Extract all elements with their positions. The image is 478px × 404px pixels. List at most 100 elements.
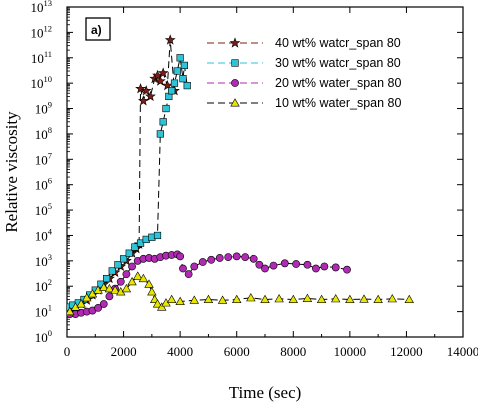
panel-label-box: a) <box>85 17 111 41</box>
data-point <box>152 299 163 308</box>
data-point <box>261 264 269 273</box>
x-tick-label: 12000 <box>390 344 423 359</box>
y-tick-label: 106 <box>35 176 52 193</box>
data-point <box>144 279 154 288</box>
data-point <box>345 294 355 304</box>
data-point <box>316 294 327 304</box>
data-point <box>108 267 116 275</box>
legend-marker <box>230 98 240 107</box>
data-point <box>179 264 187 273</box>
data-point <box>156 130 164 138</box>
data-point <box>404 294 414 304</box>
data-point <box>207 255 216 264</box>
data-point <box>164 34 176 45</box>
data-point <box>246 292 256 302</box>
data-point <box>145 90 156 102</box>
x-tick-label: 14000 <box>447 344 478 359</box>
data-point <box>110 285 120 294</box>
data-point <box>157 67 169 78</box>
data-point <box>127 276 137 286</box>
data-point <box>232 252 241 261</box>
data-point <box>274 293 284 303</box>
data-point <box>154 75 166 86</box>
data-point <box>176 252 185 261</box>
legend-label: 40 wt% watcr_span 80 <box>275 36 401 50</box>
series-star <box>67 34 180 317</box>
legend-label: 30 wt% watcr_span 80 <box>275 56 401 70</box>
data-point <box>312 264 320 273</box>
legend-marker <box>231 59 239 67</box>
data-point <box>122 270 131 279</box>
data-point <box>119 255 128 263</box>
data-point <box>343 265 351 274</box>
data-point <box>166 294 177 304</box>
series-triangle <box>67 271 414 316</box>
data-point <box>132 271 143 280</box>
data-point <box>104 283 115 293</box>
legend-label: 10 wt% water_span 80 <box>275 96 402 110</box>
y-tick-label: 104 <box>35 226 53 243</box>
data-point <box>99 282 109 291</box>
data-point <box>215 254 224 262</box>
data-point <box>173 67 181 75</box>
x-tick-label: 6000 <box>224 344 250 359</box>
y-tick-label: 1010 <box>31 74 53 91</box>
data-point <box>224 253 233 262</box>
legend-entry: 10 wt% water_span 80 <box>207 96 402 110</box>
legend-label: 20 wt% water_span 80 <box>275 76 402 90</box>
y-tick-label: 100 <box>35 328 52 345</box>
data-point <box>99 300 108 308</box>
y-tick-label: 1011 <box>31 49 52 66</box>
x-tick-label: 0 <box>64 344 71 359</box>
data-point <box>162 104 170 113</box>
data-point <box>135 83 146 94</box>
data-point <box>94 304 103 312</box>
data-point <box>131 243 139 251</box>
y-tick-label: 1012 <box>31 23 53 40</box>
y-tick-label: 1013 <box>31 0 53 15</box>
y-tick-label: 103 <box>35 252 52 269</box>
data-point <box>159 118 167 126</box>
data-point <box>116 277 125 286</box>
data-point <box>136 239 145 247</box>
data-point <box>260 294 270 304</box>
data-point <box>121 283 132 293</box>
data-point <box>189 295 200 304</box>
legend-marker <box>229 37 241 48</box>
x-tick-label: 2000 <box>111 344 137 359</box>
data-point <box>176 54 184 62</box>
x-tick-label: 8000 <box>280 344 306 359</box>
data-point <box>179 75 187 83</box>
data-point <box>105 292 114 301</box>
data-point <box>288 294 299 304</box>
data-point <box>180 61 188 70</box>
data-point <box>303 260 312 269</box>
data-point <box>292 260 301 268</box>
data-point <box>170 79 179 87</box>
data-point <box>198 258 207 266</box>
data-point <box>255 260 264 269</box>
data-point <box>190 262 199 271</box>
data-point <box>67 306 75 316</box>
data-point <box>153 231 162 240</box>
data-point <box>138 273 149 283</box>
y-tick-label: 102 <box>35 277 52 294</box>
data-point <box>125 249 133 257</box>
data-point <box>269 261 278 270</box>
data-point <box>183 82 191 90</box>
x-tick-label: 4000 <box>167 344 193 359</box>
data-point <box>103 274 111 283</box>
data-point <box>320 262 329 271</box>
data-point <box>162 79 173 91</box>
y-axis-title: Relative viscosity <box>2 111 21 233</box>
y-tick-label: 108 <box>35 125 52 142</box>
legend-marker <box>231 79 239 87</box>
data-point <box>241 253 250 262</box>
data-point <box>387 293 398 303</box>
legend-entry: 30 wt% watcr_span 80 <box>207 56 401 70</box>
data-point <box>203 294 214 304</box>
y-axis-ticks: 100 101 102 103 104 105 106 107 108 109 1010 1011 10… <box>31 0 463 345</box>
data-point <box>76 299 86 308</box>
data-point <box>231 294 242 304</box>
x-axis-ticks: 0 2000 4000 6000 8000 10000 12000 14000 <box>64 7 478 359</box>
